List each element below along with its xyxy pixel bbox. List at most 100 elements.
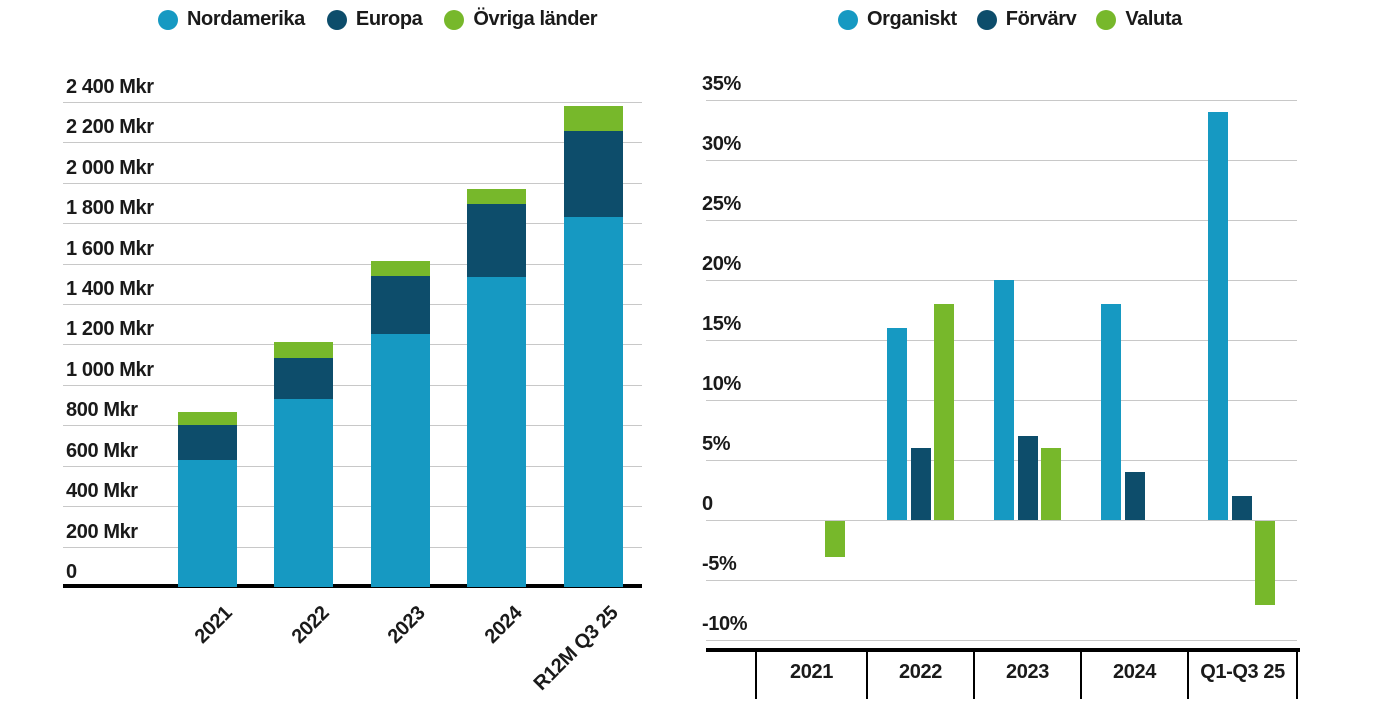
- category-ruler-line: [706, 648, 1300, 652]
- category-ruler-tick: [755, 648, 757, 699]
- bar-segment-nordamerika-2: [371, 334, 430, 587]
- bar-segment-nordamerika-0: [178, 460, 237, 587]
- y-axis-tick-label: 1 200 Mkr: [66, 318, 154, 340]
- gridline: [63, 264, 642, 265]
- category-ruler-tick: [866, 648, 868, 699]
- y-axis-tick-label: 200 Mkr: [66, 521, 138, 543]
- y-axis-tick-label: 0: [702, 493, 713, 515]
- bar-segment-europa-2: [371, 276, 430, 334]
- bar-segment-nordamerika-3: [467, 277, 526, 587]
- legend-label-forvarv: Förvärv: [1005, 8, 1077, 30]
- bar-segment--vriga-l-nder-4: [564, 106, 623, 131]
- bar-organiskt-2: [994, 280, 1014, 520]
- legend-dot-forvarv-icon: [976, 9, 997, 30]
- gridline: [63, 344, 642, 345]
- category-ruler-tick: [1187, 648, 1189, 699]
- legend-item-valuta: Valuta: [1096, 8, 1182, 31]
- category-ruler-tick: [973, 648, 975, 699]
- y-axis-tick-label: 1 600 Mkr: [66, 238, 154, 260]
- y-axis-tick-label: -10%: [702, 613, 748, 635]
- gridline: [63, 183, 642, 184]
- legend-left: Nordamerika Europa Övriga länder: [158, 8, 598, 31]
- y-axis-tick-label: 25%: [702, 193, 741, 215]
- gridline: [63, 425, 642, 426]
- y-axis-tick-label: 1 800 Mkr: [66, 197, 154, 219]
- bar-organiskt-3: [1101, 304, 1121, 520]
- legend-label-valuta: Valuta: [1125, 8, 1182, 30]
- legend-dot-nordamerika-icon: [158, 9, 178, 30]
- bar-segment-europa-3: [467, 204, 526, 277]
- x-axis-line: [63, 584, 642, 588]
- y-axis-tick-label: 800 Mkr: [66, 399, 138, 421]
- bar-segment--vriga-l-nder-1: [274, 342, 333, 358]
- bar-segment-nordamerika-1: [274, 399, 333, 587]
- gridline: [706, 160, 1297, 161]
- gridline: [63, 102, 642, 103]
- legend-label-ovriga-lander: Övriga länder: [473, 8, 598, 30]
- x-axis-label-2024: 2024: [480, 602, 527, 648]
- x-axis-label-2022: 2022: [899, 661, 942, 683]
- y-axis-tick-label: 5%: [702, 433, 731, 455]
- y-axis-tick-label: 2 000 Mkr: [66, 157, 154, 179]
- x-axis-label-q1-q3-25: Q1-Q3 25: [1200, 661, 1285, 683]
- bar-f-rv-rv-2: [1018, 436, 1038, 520]
- gridline: [63, 304, 642, 305]
- bar-segment--vriga-l-nder-2: [371, 261, 430, 276]
- bar-f-rv-rv-3: [1125, 472, 1145, 520]
- gridline: [706, 640, 1297, 641]
- y-axis-tick-label: 600 Mkr: [66, 440, 138, 462]
- bar-segment--vriga-l-nder-3: [467, 189, 526, 204]
- bar-f-rv-rv-4: [1232, 496, 1252, 520]
- bar-valuta-2: [1041, 448, 1061, 520]
- legend-dot-valuta-icon: [1096, 9, 1117, 30]
- y-axis-tick-label: 0: [66, 561, 77, 583]
- legend-dot-europa-icon: [326, 9, 347, 30]
- bar-f-rv-rv-1: [911, 448, 931, 520]
- y-axis-tick-label: 30%: [702, 133, 741, 155]
- y-axis-tick-label: 10%: [702, 373, 741, 395]
- y-axis-tick-label: 2 200 Mkr: [66, 116, 154, 138]
- gridline: [706, 220, 1297, 221]
- gridline: [63, 466, 642, 467]
- bar-segment--vriga-l-nder-0: [178, 412, 237, 425]
- x-axis-label-r12m-q3-25: R12M Q3 25: [529, 602, 623, 695]
- legend-item-europa: Europa: [326, 8, 423, 31]
- gridline: [706, 520, 1297, 521]
- y-axis-tick-label: 400 Mkr: [66, 480, 138, 502]
- gridline: [63, 547, 642, 548]
- y-axis-tick-label: 35%: [702, 73, 741, 95]
- legend-item-forvarv: Förvärv: [976, 8, 1077, 31]
- bar-segment-europa-0: [178, 425, 237, 460]
- x-axis-label-2022: 2022: [287, 602, 334, 648]
- legend-dot-organiskt-icon: [838, 9, 858, 30]
- bar-organiskt-1: [887, 328, 907, 520]
- legend-label-nordamerika: Nordamerika: [187, 8, 305, 30]
- x-axis-label-2023: 2023: [383, 602, 430, 648]
- x-axis-label-2024: 2024: [1113, 661, 1156, 683]
- y-axis-tick-label: 2 400 Mkr: [66, 76, 154, 98]
- y-axis-tick-label: 20%: [702, 253, 741, 275]
- bar-valuta-4: [1255, 521, 1275, 605]
- gridline: [63, 385, 642, 386]
- y-axis-tick-label: 15%: [702, 313, 741, 335]
- category-ruler-tick: [1296, 648, 1298, 699]
- y-axis-tick-label: 1 400 Mkr: [66, 278, 154, 300]
- bar-valuta-0: [825, 521, 845, 557]
- gridline: [706, 100, 1297, 101]
- legend-label-europa: Europa: [355, 8, 423, 30]
- legend-item-ovriga-lander: Övriga länder: [444, 8, 598, 31]
- legend-item-organiskt: Organiskt: [838, 8, 957, 31]
- gridline: [63, 506, 642, 507]
- gridline: [706, 580, 1297, 581]
- bar-organiskt-4: [1208, 112, 1228, 520]
- legend-label-organiskt: Organiskt: [867, 8, 957, 30]
- x-axis-label-2021: 2021: [790, 661, 833, 683]
- legend-item-nordamerika: Nordamerika: [158, 8, 305, 31]
- y-axis-tick-label: -5%: [702, 553, 737, 575]
- legend-right: Organiskt Förvärv Valuta: [838, 8, 1182, 31]
- x-axis-label-2021: 2021: [190, 602, 237, 648]
- bar-segment-nordamerika-4: [564, 217, 623, 587]
- y-axis-tick-label: 1 000 Mkr: [66, 359, 154, 381]
- gridline: [63, 223, 642, 224]
